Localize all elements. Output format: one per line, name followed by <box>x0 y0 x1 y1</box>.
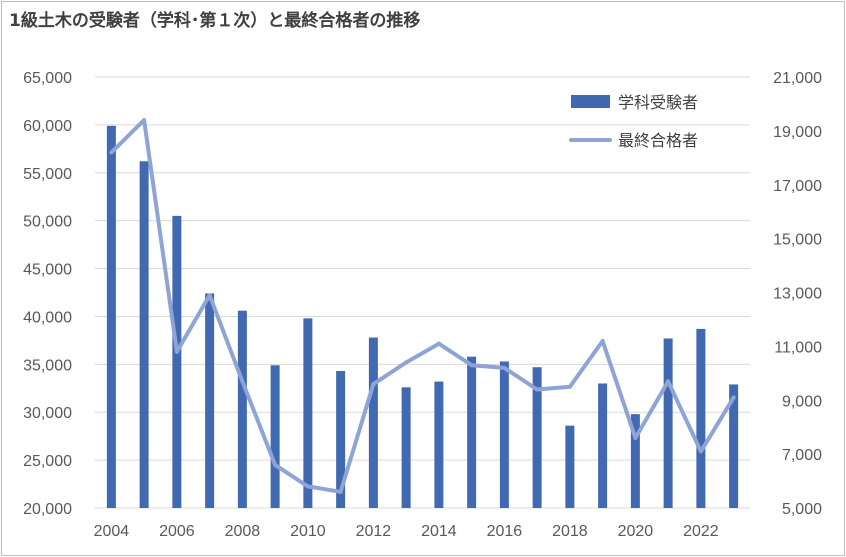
y-right-tick-label: 7,000 <box>782 447 822 464</box>
x-axis: 2004 2006 2008 2010 2012 2014 2016 2018 2020 2022 <box>94 523 719 540</box>
bar <box>270 365 280 508</box>
line-point <box>109 150 114 155</box>
bar <box>729 384 739 508</box>
x-tick-label: 2018 <box>552 523 588 540</box>
bar <box>532 367 542 508</box>
y-left-tick-label: 40,000 <box>23 309 72 326</box>
y-right-tick-label: 5,000 <box>782 501 822 518</box>
legend-bar-swatch <box>571 95 610 108</box>
gridlines <box>95 76 750 509</box>
y-left-tick-label: 55,000 <box>23 166 72 183</box>
line-point <box>207 293 212 298</box>
x-tick-label: 2010 <box>290 523 326 540</box>
bar <box>598 383 608 508</box>
y-right-tick-label: 9,000 <box>782 393 822 410</box>
bar <box>172 215 182 508</box>
y-right-tick-label: 19,000 <box>773 124 822 141</box>
bar <box>205 293 215 508</box>
bar <box>467 356 477 508</box>
bar <box>139 161 149 509</box>
x-tick-label: 2012 <box>356 523 392 540</box>
line-point <box>404 360 409 365</box>
bar <box>696 328 706 508</box>
line-point <box>600 338 605 343</box>
y-left-tick-label: 60,000 <box>23 118 72 135</box>
bar <box>303 318 313 508</box>
bar <box>630 414 640 508</box>
bar <box>663 338 673 508</box>
legend-bar-label: 学科受験者 <box>618 93 698 112</box>
line-point <box>469 363 474 368</box>
line-point <box>698 449 703 454</box>
bar <box>336 371 346 508</box>
line-point <box>666 379 671 384</box>
line-point <box>567 384 572 389</box>
y-left-tick-label: 50,000 <box>23 214 72 231</box>
y-right-tick-label: 13,000 <box>773 286 822 303</box>
line-point <box>502 365 507 370</box>
x-tick-label: 2008 <box>225 523 261 540</box>
legend-line-label: 最終合格者 <box>618 131 698 150</box>
line-point <box>174 349 179 354</box>
bar <box>237 310 247 508</box>
line-point <box>240 379 245 384</box>
line-series <box>109 118 736 494</box>
x-tick-label: 2004 <box>94 523 130 540</box>
y-left-tick-label: 45,000 <box>23 262 72 279</box>
x-tick-label: 2014 <box>421 523 457 540</box>
line-point <box>436 341 441 346</box>
line-path <box>109 118 736 494</box>
bar <box>401 387 411 508</box>
line-point <box>535 387 540 392</box>
y-right-tick-label: 21,000 <box>773 70 822 87</box>
y-right-tick-label: 15,000 <box>773 232 822 249</box>
line-point <box>633 435 638 440</box>
y-axis-right: 5,000 7,000 9,000 11,000 13,000 15,000 17,000 1… <box>773 70 822 518</box>
x-tick-label: 2016 <box>487 523 523 540</box>
bar <box>368 337 378 508</box>
line-point <box>305 484 310 489</box>
y-right-tick-label: 11,000 <box>774 339 822 356</box>
y-right-tick-label: 17,000 <box>773 178 822 195</box>
y-left-tick-label: 20,000 <box>23 501 72 518</box>
y-left-tick-label: 30,000 <box>23 405 72 422</box>
bar <box>565 425 575 508</box>
line-point <box>731 395 736 400</box>
x-tick-label: 2006 <box>159 523 195 540</box>
bar <box>106 125 116 508</box>
x-tick-label: 2022 <box>683 523 719 540</box>
y-left-tick-label: 35,000 <box>23 357 72 374</box>
line-point <box>142 118 147 123</box>
line-point <box>273 462 278 467</box>
line-point <box>338 489 343 494</box>
y-left-tick-label: 25,000 <box>23 453 72 470</box>
line-point <box>371 382 376 387</box>
chart-title: 1級土木の受験者（学科･第１次）と最終合格者の推移 <box>9 11 421 31</box>
y-axis-left: 20,000 25,000 30,000 35,000 40,000 45,000 50,0… <box>23 70 72 518</box>
bar <box>434 381 444 508</box>
bar-series <box>106 125 739 509</box>
y-left-tick-label: 65,000 <box>23 70 72 87</box>
x-tick-label: 2020 <box>618 523 654 540</box>
bar <box>499 361 509 508</box>
